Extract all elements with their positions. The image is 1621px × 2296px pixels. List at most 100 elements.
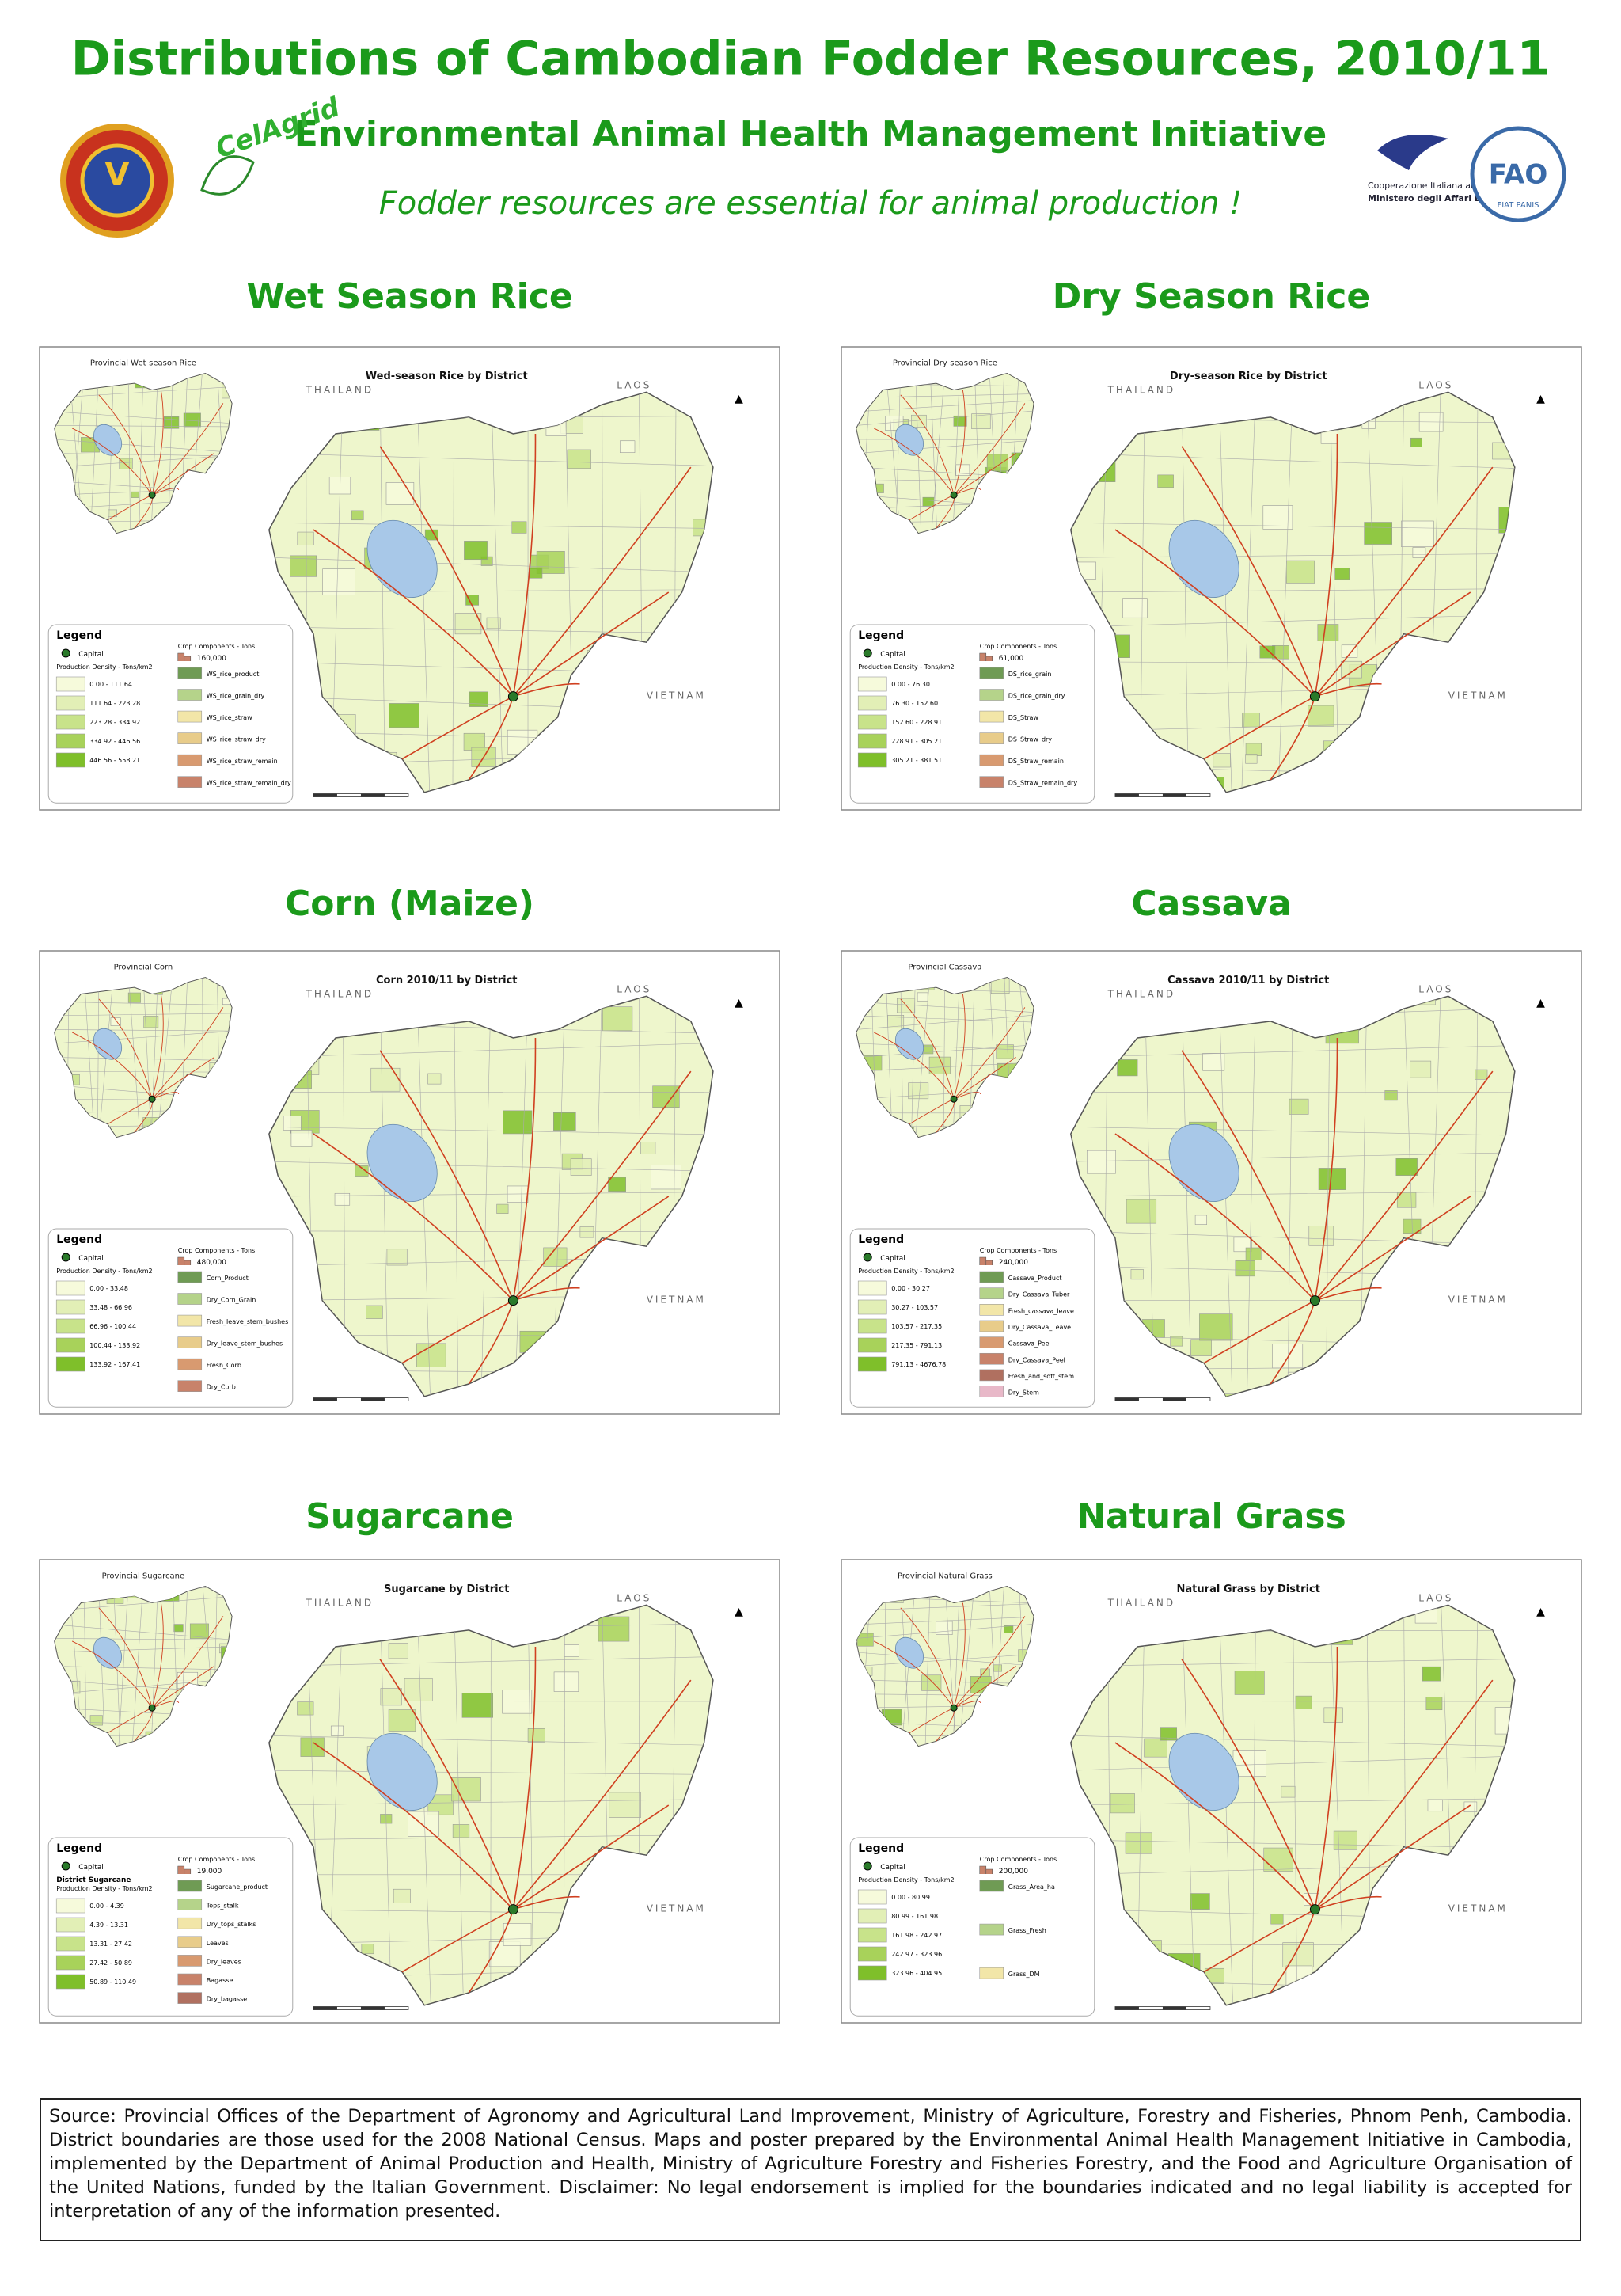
legend-swatch <box>55 1917 85 1933</box>
scale-bar-segment <box>1162 793 1186 797</box>
road <box>512 591 670 698</box>
road <box>1314 1804 1471 1910</box>
district-patch <box>452 1824 470 1838</box>
district-patch <box>1410 437 1422 447</box>
legend-component: Dry_Cassava_Peel <box>1008 1356 1065 1363</box>
district-patch <box>1087 1150 1116 1174</box>
district-patch <box>1334 568 1350 580</box>
section-title: Cassava <box>1131 884 1291 924</box>
district-boundary <box>54 1624 233 1640</box>
district-patch <box>922 496 935 507</box>
legend-density-class: 161.98 - 242.97 <box>891 1932 942 1939</box>
district-patch <box>620 440 636 453</box>
district-boundary <box>54 1031 233 1044</box>
capital-marker <box>507 691 518 702</box>
legend-scale-symbol <box>177 652 192 661</box>
road <box>151 1092 180 1100</box>
district-boundary <box>1293 1605 1298 2005</box>
district-patch <box>993 1664 1002 1672</box>
road <box>1314 1646 1338 1910</box>
road <box>151 403 224 496</box>
district-patch <box>351 510 364 521</box>
district-patch <box>404 1678 433 1701</box>
legend-component: Leaves <box>207 1940 229 1947</box>
district-patch <box>1333 1830 1357 1850</box>
legend-swatch <box>857 676 887 692</box>
legend-capital-symbol <box>863 1861 872 1871</box>
country-label: LAOS <box>617 380 651 391</box>
legend-component-swatch <box>177 1336 203 1348</box>
country-shape <box>856 1585 1034 1747</box>
scale-bar-segment <box>360 1397 385 1401</box>
tonle-sap-lake <box>1168 1732 1239 1811</box>
legend-density-class: 103.57 - 217.35 <box>891 1323 942 1330</box>
district-patch <box>366 1305 383 1319</box>
legend-component-swatch <box>979 1880 1004 1892</box>
road <box>151 1701 180 1709</box>
country-shape <box>1070 995 1516 1397</box>
legend-component: Dry_bagasse <box>207 1996 247 2003</box>
map-title: Corn 2010/11 by District <box>376 975 518 986</box>
legend-component: DS_Straw_dry <box>1008 736 1053 743</box>
inset-title: Provincial Cassava <box>908 963 981 971</box>
district-boundary <box>856 1654 1034 1667</box>
road <box>953 390 966 496</box>
district-patch <box>89 1715 103 1726</box>
district-patch <box>380 1688 402 1706</box>
road <box>873 1640 955 1709</box>
tonle-sap-lake <box>366 1732 438 1811</box>
country-label: THAILAND <box>1107 385 1176 396</box>
country-shape <box>268 391 714 793</box>
district-boundary <box>268 1161 713 1172</box>
capital-marker <box>1309 1904 1320 1915</box>
legend-swatch <box>55 1318 85 1334</box>
scale-bar-segment <box>1114 1397 1139 1401</box>
district-patch <box>1144 1738 1167 1758</box>
legend-density-heading: Production Density - Tons/km2 <box>858 663 954 671</box>
road <box>1315 682 1382 698</box>
legend-swatch <box>55 1356 85 1372</box>
legend-density-class: 0.00 - 33.48 <box>89 1285 128 1292</box>
district-patch <box>1272 1344 1304 1369</box>
district-patch <box>1122 598 1148 618</box>
district-patch <box>388 1709 416 1732</box>
north-arrow: ▲ <box>1536 1606 1545 1618</box>
district-patch <box>1242 713 1260 728</box>
district-boundary <box>1277 392 1293 793</box>
capital-marker <box>148 491 156 499</box>
district-boundary <box>118 1586 129 1747</box>
district-patch <box>1245 754 1258 764</box>
district-boundary <box>1070 1755 1515 1771</box>
map-title: Sugarcane by District <box>384 1583 509 1595</box>
legend-component-swatch <box>979 1320 1004 1332</box>
road <box>313 1742 514 1910</box>
legend-component: Dry_Stem <box>1008 1389 1039 1397</box>
district-patch <box>1401 520 1434 547</box>
road <box>1270 1300 1316 1385</box>
scale-bar-segment <box>1162 2006 1186 2010</box>
legend-component-swatch <box>177 1358 203 1370</box>
legend-capital-symbol <box>61 1861 70 1871</box>
district-patch <box>1282 1942 1314 1967</box>
capital-marker <box>148 1704 156 1712</box>
country-label: VIETNAM <box>647 1294 706 1306</box>
road <box>313 1133 514 1302</box>
district-patch <box>488 1941 521 1967</box>
legend-swatch <box>55 752 85 768</box>
legend-component: DS_Straw_remain_dry <box>1008 780 1078 787</box>
road <box>953 1666 1016 1709</box>
district-boundary <box>54 1666 233 1671</box>
tonle-sap-lake <box>1168 1123 1239 1202</box>
legend-box <box>47 1837 294 2017</box>
road <box>151 1007 224 1100</box>
district-boundary <box>952 373 960 534</box>
legend-density-class: 30.27 - 103.57 <box>891 1304 938 1311</box>
road <box>151 1666 214 1709</box>
district-patch <box>908 1082 929 1100</box>
district-patch <box>917 992 928 1002</box>
legend-density-heading: Production Density - Tons/km2 <box>56 663 152 671</box>
road <box>1315 1895 1382 1910</box>
road <box>468 696 514 781</box>
district-patch <box>386 1249 408 1266</box>
